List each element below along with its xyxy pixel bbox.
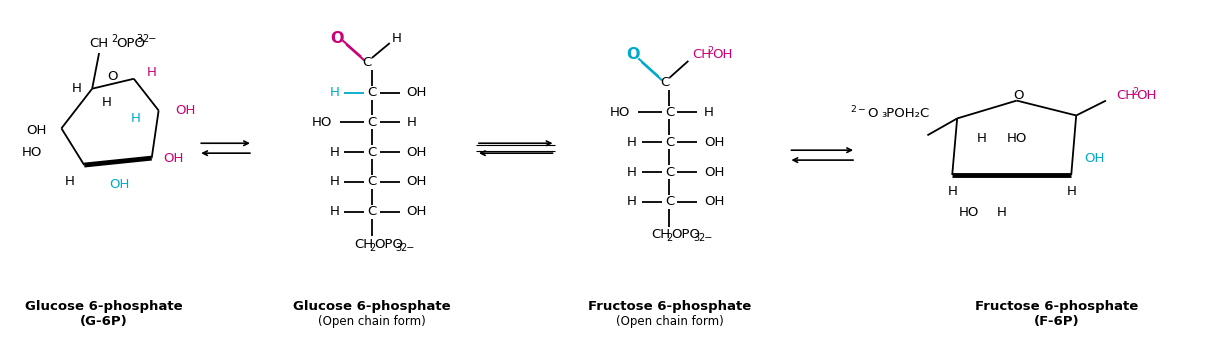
Text: OH: OH xyxy=(1084,152,1105,165)
Text: 3: 3 xyxy=(137,34,143,44)
Text: 2: 2 xyxy=(369,243,375,253)
Text: C: C xyxy=(368,116,376,129)
Text: HO: HO xyxy=(959,206,980,219)
Text: C: C xyxy=(665,106,674,119)
Text: H: H xyxy=(407,116,416,129)
Text: H: H xyxy=(626,165,636,179)
Text: OH: OH xyxy=(704,165,725,179)
Text: H: H xyxy=(1066,185,1076,198)
Text: Fructose 6-phosphate: Fructose 6-phosphate xyxy=(975,300,1138,313)
Text: O: O xyxy=(108,70,118,83)
Text: C: C xyxy=(665,165,674,179)
Text: H: H xyxy=(329,205,339,218)
Text: Glucose 6-phosphate: Glucose 6-phosphate xyxy=(25,300,183,313)
Text: H: H xyxy=(64,175,74,189)
Text: CH: CH xyxy=(354,238,373,251)
Text: H: H xyxy=(997,206,1006,219)
Text: CH: CH xyxy=(90,37,109,49)
Text: 2: 2 xyxy=(1131,86,1138,97)
Text: C: C xyxy=(368,146,376,159)
Text: OH: OH xyxy=(407,86,427,99)
Text: 3: 3 xyxy=(693,234,699,244)
Text: HO: HO xyxy=(1006,132,1027,145)
Text: 2−: 2− xyxy=(698,234,713,244)
Text: OPO: OPO xyxy=(671,228,700,241)
Text: H: H xyxy=(329,146,339,159)
Text: 2−: 2− xyxy=(142,34,157,44)
Text: H: H xyxy=(102,96,112,109)
Text: C: C xyxy=(362,56,371,70)
Text: C: C xyxy=(368,175,376,189)
Text: 2: 2 xyxy=(708,46,714,56)
Text: H: H xyxy=(147,66,157,79)
Text: OH: OH xyxy=(1136,89,1157,102)
Text: (G-6P): (G-6P) xyxy=(80,315,127,328)
Text: OH: OH xyxy=(164,152,185,165)
Text: OH: OH xyxy=(704,136,725,149)
Text: OPO: OPO xyxy=(117,37,144,49)
Text: (Open chain form): (Open chain form) xyxy=(318,315,426,328)
Text: CH: CH xyxy=(652,228,671,241)
Text: CH: CH xyxy=(692,48,711,62)
Text: OH: OH xyxy=(407,205,427,218)
Text: (F-6P): (F-6P) xyxy=(1033,315,1079,328)
Text: ₃POH₂C: ₃POH₂C xyxy=(881,107,930,120)
Text: H: H xyxy=(329,175,339,189)
Text: OH: OH xyxy=(176,104,195,117)
Text: 2: 2 xyxy=(110,34,118,44)
Text: OH: OH xyxy=(407,146,427,159)
Text: OH: OH xyxy=(109,179,129,191)
Text: H: H xyxy=(977,132,987,145)
Text: OH: OH xyxy=(407,175,427,189)
Text: C: C xyxy=(660,76,669,89)
Text: HO: HO xyxy=(312,116,333,129)
Text: H: H xyxy=(626,195,636,208)
Text: OPO: OPO xyxy=(374,238,403,251)
Text: $^{2-}$O: $^{2-}$O xyxy=(850,105,880,122)
Text: (Open chain form): (Open chain form) xyxy=(615,315,724,328)
Text: O: O xyxy=(1014,89,1023,102)
Text: 2: 2 xyxy=(666,234,673,244)
Text: H: H xyxy=(392,31,402,45)
Text: O: O xyxy=(626,47,640,63)
Text: H: H xyxy=(329,86,339,99)
Text: OH: OH xyxy=(27,124,46,137)
Text: C: C xyxy=(665,195,674,208)
Text: OH: OH xyxy=(713,48,732,62)
Text: OH: OH xyxy=(704,195,725,208)
Text: O: O xyxy=(330,30,344,46)
Text: H: H xyxy=(72,82,81,95)
Text: 2−: 2− xyxy=(401,243,415,253)
Text: Glucose 6-phosphate: Glucose 6-phosphate xyxy=(293,300,450,313)
Text: HO: HO xyxy=(22,146,42,159)
Text: Fructose 6-phosphate: Fructose 6-phosphate xyxy=(588,300,751,313)
Text: HO: HO xyxy=(609,106,630,119)
Text: C: C xyxy=(665,136,674,149)
Text: H: H xyxy=(131,112,141,125)
Text: CH: CH xyxy=(1116,89,1135,102)
Text: C: C xyxy=(368,205,376,218)
Text: C: C xyxy=(368,86,376,99)
Text: H: H xyxy=(626,136,636,149)
Text: 3: 3 xyxy=(396,243,402,253)
Text: H: H xyxy=(947,185,957,198)
Text: H: H xyxy=(704,106,714,119)
